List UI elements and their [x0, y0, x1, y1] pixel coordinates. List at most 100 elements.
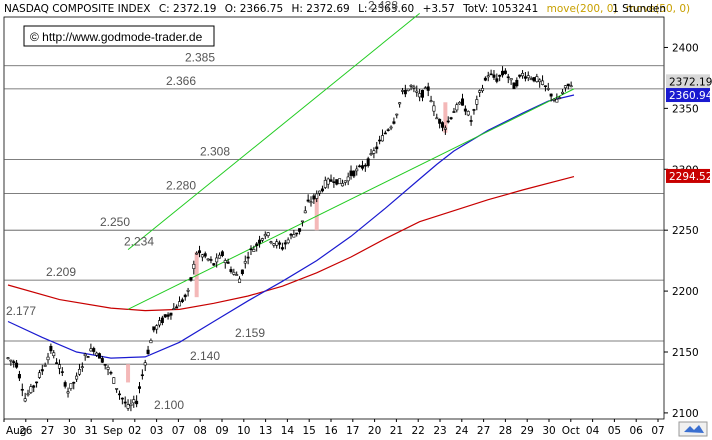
candle-body: [198, 250, 202, 254]
candle-body: [380, 135, 384, 142]
candle-body: [449, 117, 453, 120]
candle-body: [523, 76, 527, 79]
level-label: 2.100: [154, 398, 184, 412]
candle-body: [443, 127, 447, 130]
candle-body: [521, 73, 525, 77]
candle-body: [20, 388, 24, 391]
candle-body: [117, 393, 121, 396]
candle-body: [538, 79, 542, 83]
change-label: +3.57: [423, 3, 455, 15]
value-tag: 2294.52: [669, 171, 712, 183]
candle-body: [335, 179, 339, 185]
candle-body: [481, 88, 485, 92]
candle-body: [37, 372, 41, 378]
candle-body: [412, 86, 416, 89]
close-label: C: 2372.19: [159, 3, 217, 15]
gap-marker: [443, 102, 448, 133]
watermark-text: © http://www.godmode-trader.de: [30, 30, 203, 44]
y-tick-label: 2350: [672, 103, 699, 115]
candle-body: [303, 210, 307, 214]
value-tag-box: [666, 74, 710, 89]
x-tick-label: 27: [41, 425, 54, 437]
candle-body: [178, 301, 182, 307]
candle-body: [137, 386, 141, 389]
y-tick-label: 2200: [672, 286, 699, 298]
candle-body: [360, 165, 364, 169]
candle-body: [529, 78, 533, 80]
level-labels: 2.428 2.385 2.366 2.308 2.280 2.250 2.234 2.209…: [6, 0, 398, 412]
value-tag: 2360.94: [669, 90, 712, 102]
candle-body: [275, 241, 279, 246]
candle-body: [323, 180, 327, 188]
level-label: 2.280: [166, 179, 196, 193]
candle-body: [312, 195, 316, 200]
candle-body: [160, 317, 164, 323]
candle-body: [483, 77, 487, 81]
candle-body: [192, 263, 196, 269]
candle-body: [461, 98, 465, 106]
candle-body: [318, 190, 322, 194]
candle-body: [558, 97, 562, 99]
candle-body: [263, 234, 267, 237]
candle-body: [229, 269, 233, 272]
candle-body: [129, 403, 133, 406]
gap-marker: [126, 364, 131, 383]
candle-body: [135, 400, 139, 405]
x-tick-label: 17: [346, 425, 359, 437]
open-label: O: 2366.75: [225, 3, 283, 15]
candle-body: [518, 74, 522, 77]
x-tick-label: 26: [19, 425, 33, 437]
level-label: 2.159: [235, 326, 265, 340]
candle-body: [269, 241, 273, 244]
candle-body: [320, 188, 324, 192]
candle-body: [512, 82, 516, 90]
candle-body: [258, 239, 262, 244]
plot-frame: [3, 16, 665, 420]
chart-nav-icon[interactable]: [678, 421, 708, 437]
candle-body: [386, 129, 390, 131]
candle-body: [200, 254, 204, 258]
candle-body: [378, 139, 382, 142]
candle-body: [329, 179, 333, 182]
candle-body: [40, 369, 44, 372]
candle-body: [452, 111, 456, 113]
candle-body: [175, 306, 179, 309]
low-label: L: 2363.60: [358, 3, 414, 15]
candles: [6, 66, 573, 412]
x-tick-label: 16: [324, 425, 338, 437]
candle-body: [158, 320, 162, 326]
level-label: 2.209: [46, 265, 76, 279]
x-tick-label: 07: [651, 425, 664, 437]
x-tick-label: 07: [172, 425, 185, 437]
candle-body: [9, 359, 13, 362]
moving-averages: [7, 94, 575, 359]
candle-body: [535, 76, 539, 82]
candle-body: [23, 398, 27, 402]
x-tick-label: 06: [630, 425, 644, 437]
candle-body: [355, 168, 359, 172]
candle-body: [89, 348, 93, 352]
candle-body: [543, 85, 547, 88]
candle-body: [215, 257, 219, 263]
candle-body: [123, 401, 127, 404]
level-label: 2.250: [100, 215, 130, 229]
candle-body: [503, 70, 507, 74]
value-tags: 2372.19 2360.94 2294.52: [666, 74, 712, 183]
candle-body: [43, 365, 47, 367]
candle-body: [549, 93, 553, 97]
candle-body: [209, 259, 213, 261]
candle-body: [86, 356, 90, 358]
candle-body: [183, 294, 187, 298]
candle-body: [186, 289, 190, 292]
candle-body: [240, 269, 244, 275]
candle-body: [372, 150, 376, 154]
x-tick-label: 29: [521, 425, 534, 437]
candle-body: [35, 381, 39, 384]
candle-body: [115, 388, 119, 390]
candle-body: [55, 362, 59, 364]
candle-body: [552, 99, 556, 101]
watermark-box: [23, 25, 215, 47]
candle-body: [395, 113, 399, 116]
candle-body: [212, 263, 216, 266]
